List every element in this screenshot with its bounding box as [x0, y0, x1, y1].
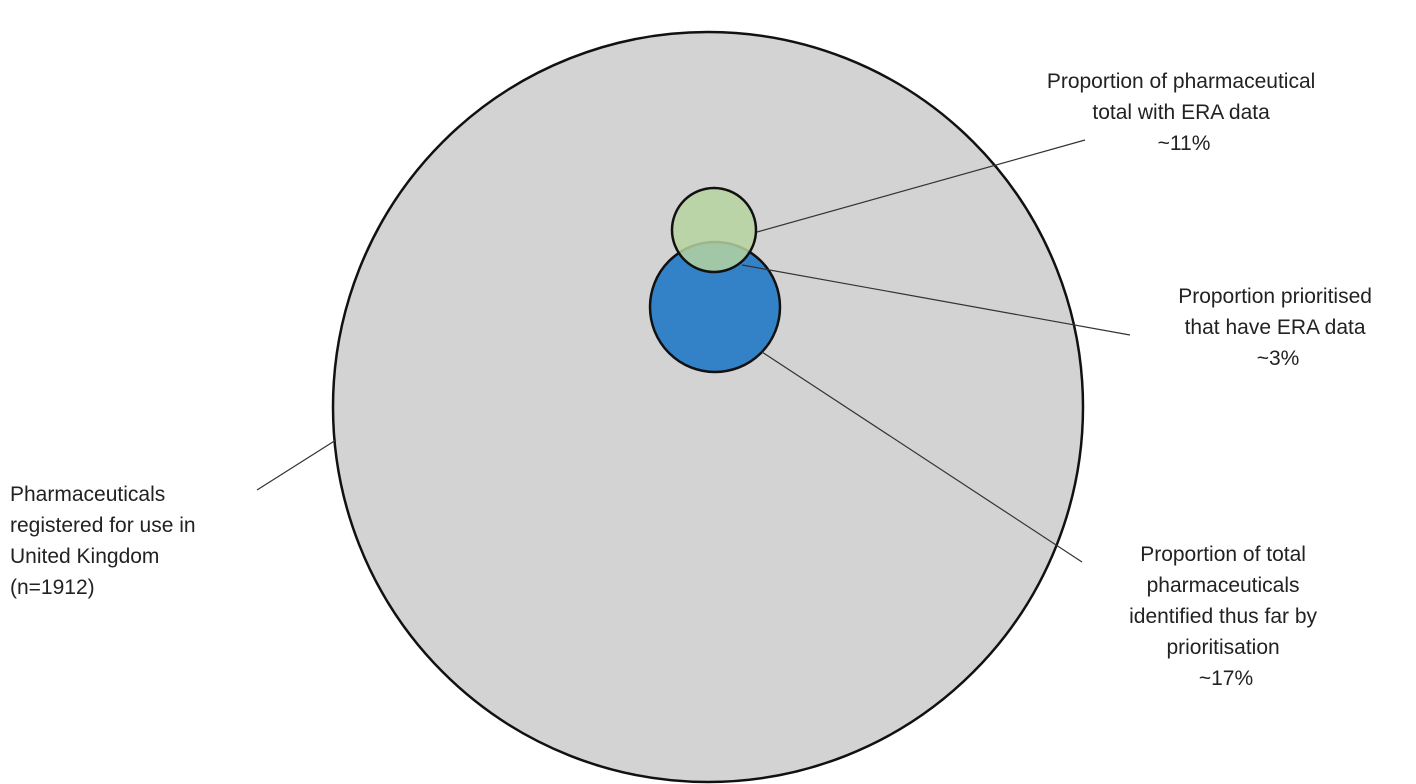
overlap-label: Proportion prioritised that have ERA dat…: [1178, 285, 1378, 370]
era-data-circle: [670, 186, 758, 274]
prioritised-label-line-1: Proportion of total: [1140, 543, 1306, 566]
prioritised-label-line-4: prioritisation: [1166, 636, 1279, 659]
total-label-line-1: Pharmaceuticals: [10, 483, 165, 506]
total-label-line-4: (n=1912): [10, 576, 95, 599]
era-data-label-line-1: Proportion of pharmaceutical: [1047, 70, 1315, 93]
prioritised-label-line-3: identified thus far by: [1129, 605, 1317, 628]
overlap-label-line-3: ~3%: [1257, 347, 1300, 370]
total-label-line-3: United Kingdom: [10, 545, 159, 568]
overlap-label-line-2: that have ERA data: [1185, 316, 1366, 339]
prioritised-leader-line: [761, 351, 1083, 563]
era-data-label-line-3: ~11%: [1158, 132, 1211, 155]
total-leader-line: [256, 439, 337, 491]
overlap-leader-line: [741, 264, 1131, 336]
prioritised-label-line-2: pharmaceuticals: [1147, 574, 1300, 597]
era-data-label: Proportion of pharmaceutical total with …: [1047, 70, 1321, 155]
overlap-label-line-1: Proportion prioritised: [1178, 285, 1372, 308]
era-data-label-line-2: total with ERA data: [1092, 101, 1270, 124]
prioritised-label-line-5: ~17%: [1199, 667, 1253, 690]
era-data-leader-line: [756, 139, 1086, 233]
total-label-line-2: registered for use in: [10, 514, 196, 537]
total-pharmaceuticals-circle: [331, 30, 1085, 784]
prioritised-label: Proportion of total pharmaceuticals iden…: [1129, 543, 1323, 690]
total-label: Pharmaceuticals registered for use in Un…: [10, 483, 201, 599]
